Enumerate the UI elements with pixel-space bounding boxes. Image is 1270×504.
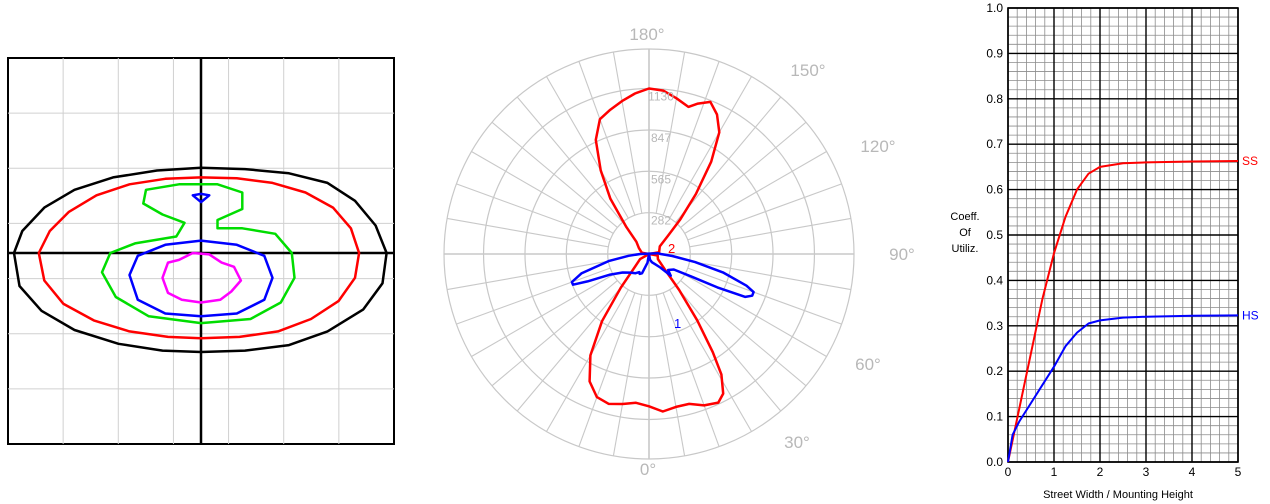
polar-spoke (456, 267, 611, 325)
polar-spoke (612, 294, 643, 456)
cu-series-label-hs: HS (1242, 308, 1259, 322)
isolux-contour-2 (100, 183, 296, 325)
polar-spoke (471, 274, 614, 357)
polar-spoke (578, 292, 636, 447)
cu-series-ss (1007, 160, 1239, 463)
isolux-contour-4 (191, 192, 211, 204)
polar-angle-label: 90° (889, 245, 915, 264)
isolux-grid (7, 57, 395, 445)
cu-chart: SS HS 0.0 0.1 0.2 0.3 0.4 0.5 0.6 0.7 0.8 0.9 1.0 0 1… (950, 1, 1259, 501)
cu-y-tick: 0.8 (986, 92, 1003, 106)
cu-x-tick: 0 (1005, 465, 1012, 479)
polar-spoke (662, 61, 720, 216)
polar-curve-label-1: 1 (674, 316, 681, 331)
polar-spoke (516, 285, 623, 412)
cu-y-tick: 0.6 (986, 183, 1003, 197)
isolux-contours (12, 166, 388, 354)
isolux-contour-5 (161, 251, 243, 304)
polar-spoke (471, 151, 614, 234)
polar-spoke (546, 76, 629, 219)
polar-angle-label: 150° (790, 61, 825, 80)
polar-angle-label: 30° (784, 433, 810, 452)
polar-radial-label: 282 (651, 214, 671, 228)
polar-spoke (655, 52, 686, 214)
polar-spoke (680, 121, 807, 228)
cu-y-tick: 0.7 (986, 137, 1003, 151)
cu-y-tick: 0.0 (986, 455, 1003, 469)
cu-xlabel: Street Width / Mounting Height (1043, 489, 1193, 501)
cu-x-tick: 1 (1051, 465, 1058, 479)
polar-spoke (687, 267, 842, 325)
polar-spoke (447, 260, 609, 291)
polar-curve-2 (588, 87, 725, 413)
polar-spoke (491, 121, 618, 228)
polar-angle-label: 60° (855, 355, 881, 374)
polar-spoke (689, 260, 851, 291)
cu-ylabel-line-2: Of (959, 227, 972, 239)
cu-series-hs (1007, 314, 1239, 463)
cu-y-tick: 0.1 (986, 410, 1003, 424)
polar-spoke (456, 183, 611, 241)
polar-spoke (669, 76, 752, 219)
polar-spoke (516, 96, 623, 223)
polar-spoke (680, 280, 807, 387)
polar-labels: 180° 150° 120° 90° 60° 30° 0° 1130 847 565 282 2 1 (629, 25, 914, 479)
cu-series: SS HS (1007, 154, 1259, 463)
polar-spoke (447, 217, 609, 248)
cu-y-tick: 0.3 (986, 319, 1003, 333)
isolux-contour-3 (128, 239, 274, 318)
polar-plot: 180° 150° 120° 90° 60° 30° 0° 1130 847 565 282 2 1 (443, 25, 915, 479)
polar-curve-1 (570, 251, 755, 299)
cu-series-label-ss: SS (1242, 154, 1258, 168)
cu-x-tick: 3 (1143, 465, 1150, 479)
cu-ylabel-line-3: Utiliz. (952, 243, 979, 255)
cu-ticks: 0.0 0.1 0.2 0.3 0.4 0.5 0.6 0.7 0.8 0.9 1.0 0 1 2 3 4 5 (986, 1, 1241, 479)
polar-spoke (546, 289, 629, 432)
cu-x-tick: 5 (1235, 465, 1242, 479)
isolux-plot (7, 57, 395, 445)
cu-grid (1007, 7, 1239, 463)
cu-x-tick: 4 (1189, 465, 1196, 479)
polar-angle-label: 120° (860, 137, 895, 156)
cu-x-tick: 2 (1097, 465, 1104, 479)
isolux-contour-0 (12, 166, 388, 354)
polar-spoke (612, 52, 643, 214)
polar-angle-label: 180° (629, 25, 664, 44)
polar-radial-label: 1130 (648, 90, 674, 104)
polar-spoke (491, 280, 618, 387)
polar-spoke (684, 274, 827, 357)
cu-y-tick: 0.2 (986, 364, 1003, 378)
cu-ylabel-line-1: Coeff. (950, 211, 979, 223)
polar-spoke (687, 183, 842, 241)
polar-curves (570, 87, 755, 413)
polar-spoke (675, 285, 782, 412)
isolux-contour-1 (37, 176, 361, 340)
polar-radial-label: 565 (651, 172, 671, 186)
polar-spoke (689, 217, 851, 248)
polar-spoke (578, 61, 636, 216)
cu-y-tick: 0.4 (986, 273, 1003, 287)
polar-spoke (655, 294, 686, 456)
polar-curve-label-2: 2 (668, 241, 675, 256)
cu-frame (1007, 7, 1239, 463)
cu-y-tick: 0.5 (986, 228, 1003, 242)
cu-y-tick: 1.0 (986, 1, 1003, 15)
polar-radial-label: 847 (651, 131, 671, 145)
polar-spoke (669, 289, 752, 432)
cu-y-tick: 0.9 (986, 46, 1003, 60)
polar-spoke (675, 96, 782, 223)
polar-spoke (662, 292, 720, 447)
polar-angle-label: 0° (640, 460, 656, 479)
polar-spoke (684, 151, 827, 234)
